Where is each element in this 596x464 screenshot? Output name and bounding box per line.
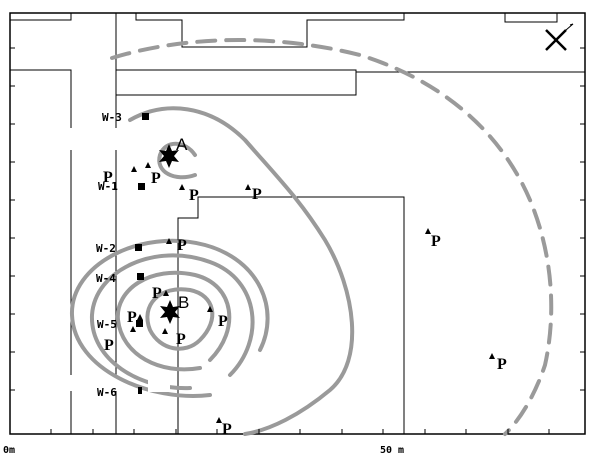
frame-ticks [10, 48, 585, 434]
svg-text:P: P [127, 309, 137, 326]
svg-text:P: P [222, 421, 232, 438]
sample-point: P [152, 285, 169, 302]
axis-start-label: 0m [3, 445, 15, 456]
contour-gap [148, 372, 170, 392]
sample-point: P [489, 353, 507, 373]
sample-point: P [245, 184, 262, 203]
svg-text:P: P [151, 170, 161, 187]
sample-point: P [425, 228, 441, 250]
svg-text:A: A [176, 135, 188, 154]
svg-text:P: P [218, 313, 228, 330]
svg-text:P: P [252, 186, 262, 203]
svg-text:W-3: W-3 [102, 111, 122, 124]
svg-text:B: B [178, 293, 189, 312]
svg-text:P: P [152, 285, 162, 302]
source-a: A [159, 135, 188, 168]
svg-text:P: P [497, 356, 507, 373]
svg-text:P: P [189, 187, 199, 204]
axis-end-label: 50 m [380, 445, 404, 456]
star-icon [160, 300, 180, 324]
sample-point: P [179, 184, 199, 204]
svg-text:W-6: W-6 [97, 386, 117, 399]
svg-text:P: P [177, 237, 187, 254]
north-arrow-icon [546, 24, 573, 50]
sample-point: P [166, 237, 187, 254]
svg-text:P: P [176, 331, 186, 348]
sample-point: P [216, 417, 232, 438]
contours [72, 40, 551, 434]
svg-text:W-5: W-5 [97, 318, 117, 331]
svg-text:P: P [104, 337, 114, 354]
sample-point: P [103, 166, 137, 186]
svg-text:W-2: W-2 [96, 242, 116, 255]
svg-text:P: P [103, 169, 113, 186]
source-b: B [160, 293, 189, 324]
svg-text:W-4: W-4 [96, 272, 116, 285]
sample-points: P P P P P P P P P P P P P [103, 162, 507, 438]
svg-text:P: P [431, 233, 441, 250]
